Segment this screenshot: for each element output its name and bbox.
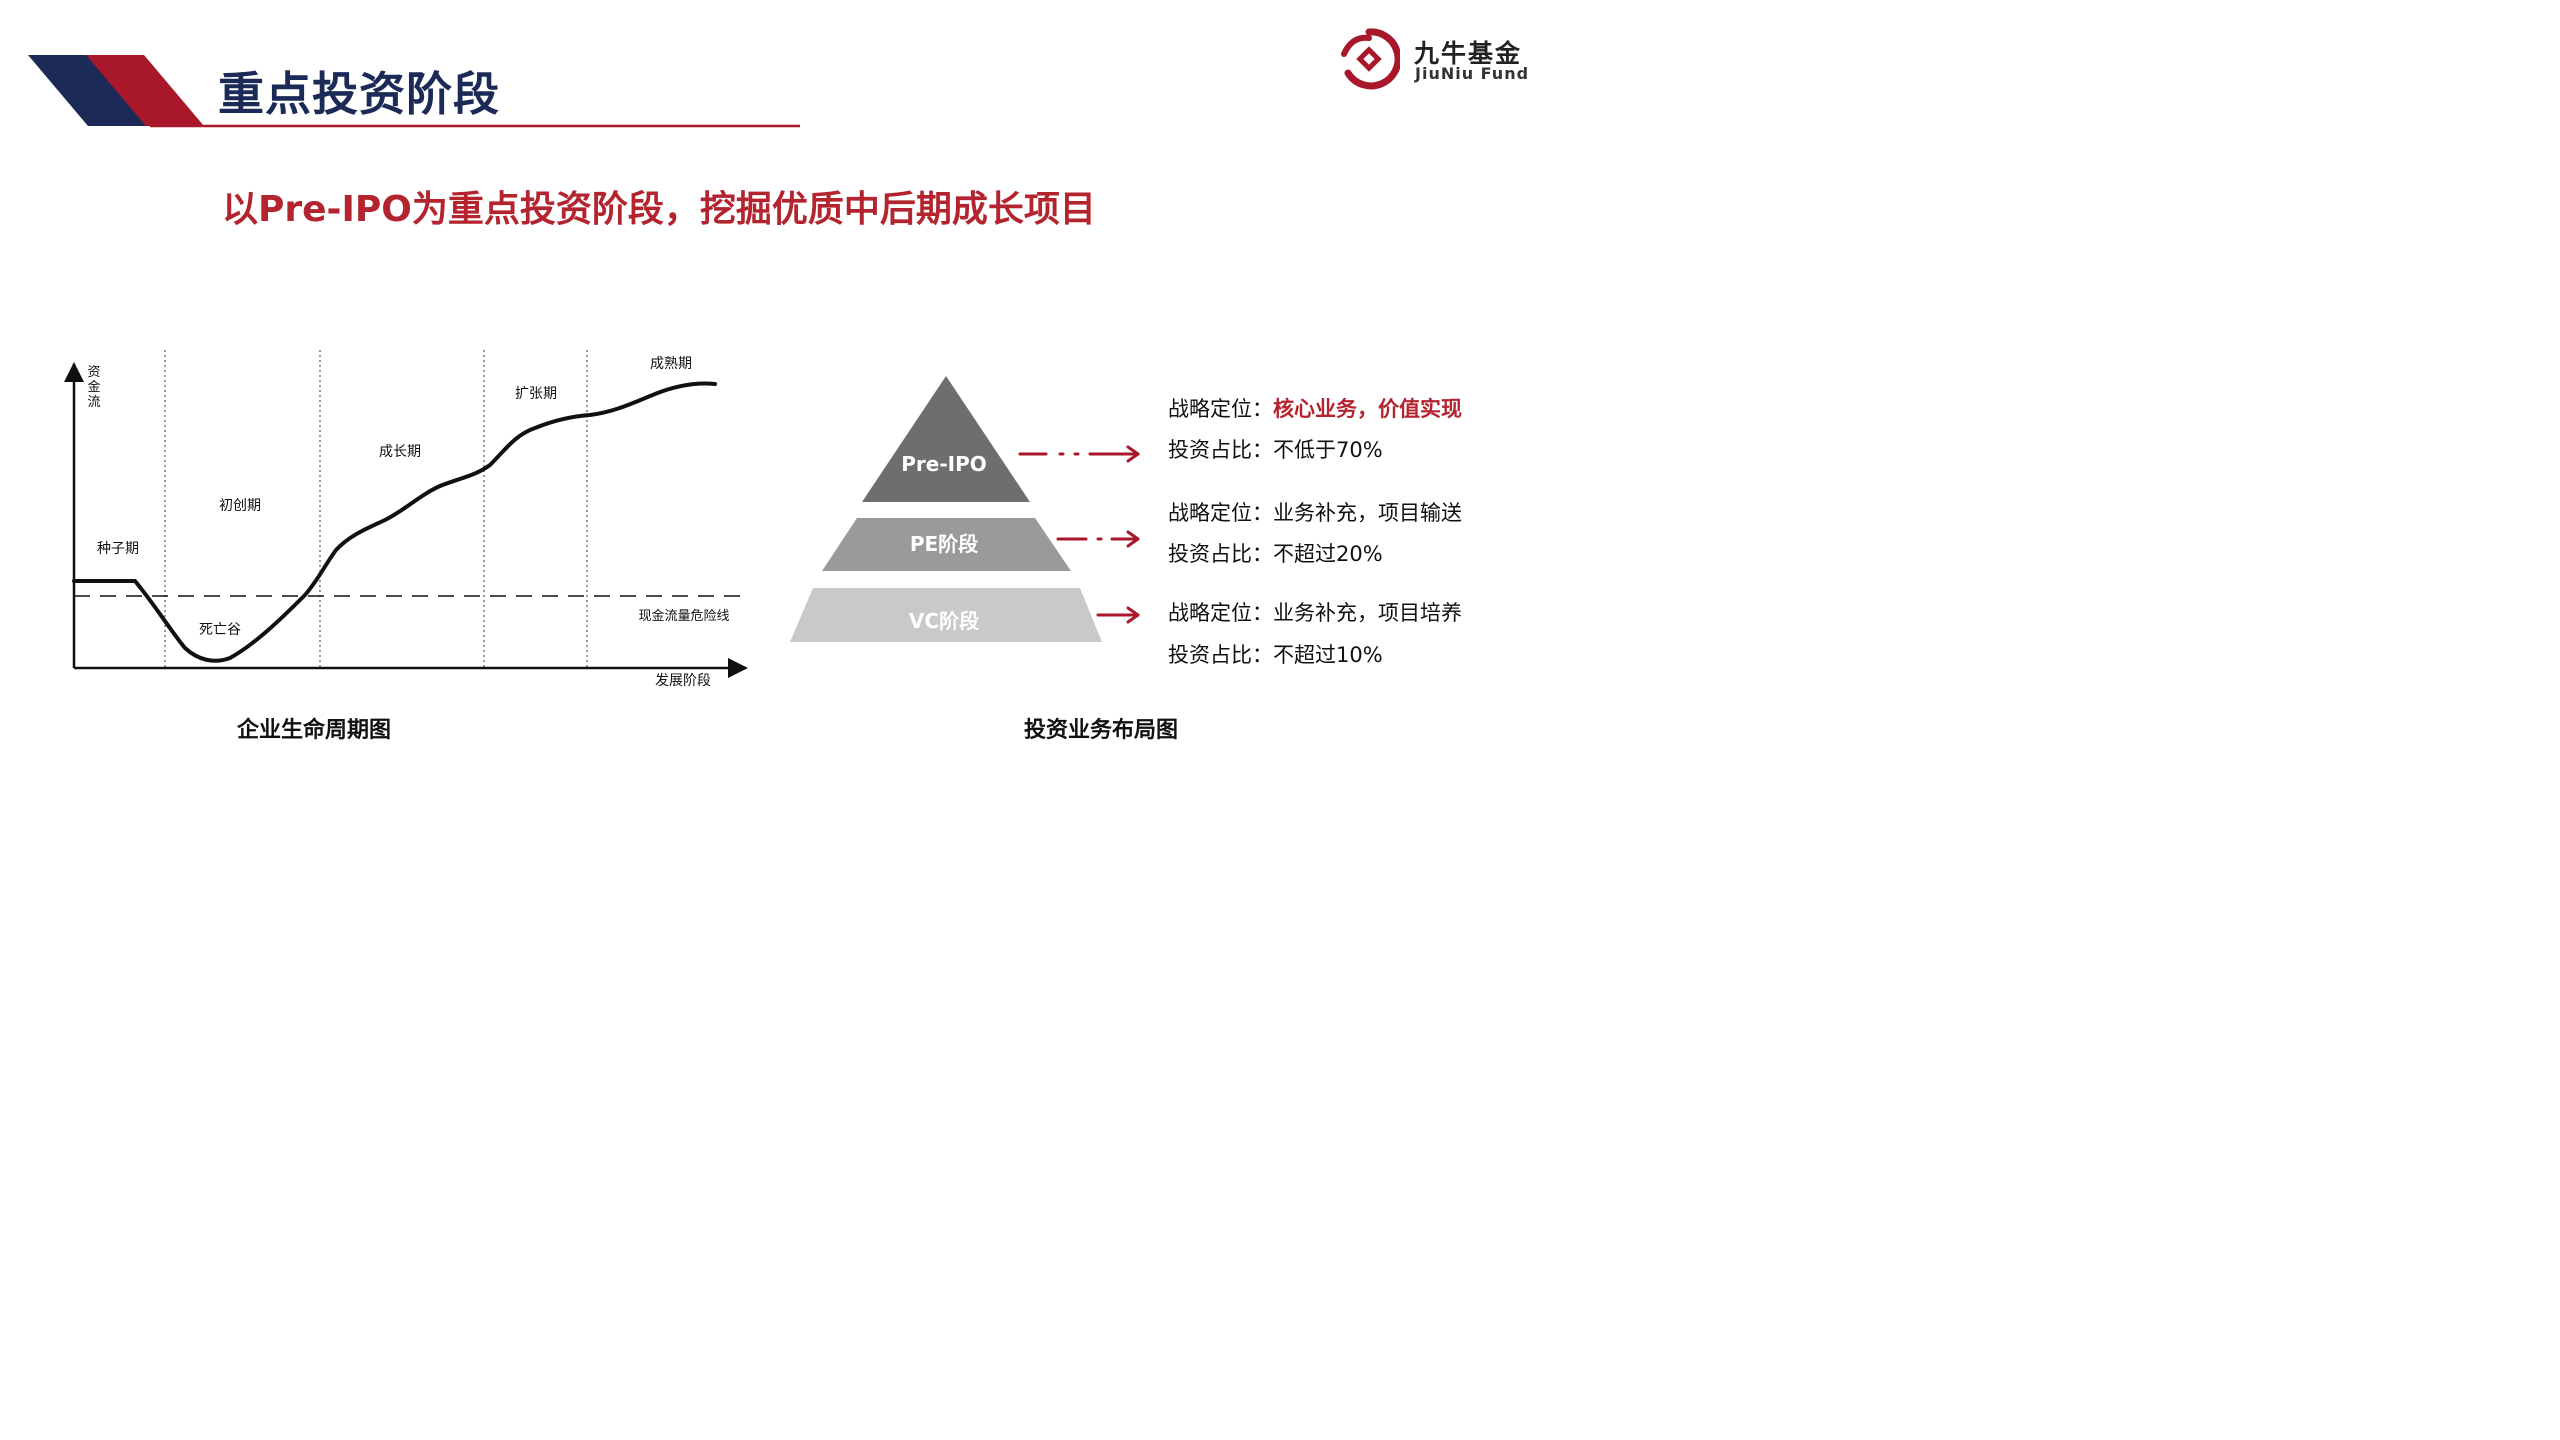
position-value: 核心业务，价值实现 bbox=[1273, 397, 1462, 421]
layout-caption: 投资业务布局图 bbox=[1023, 718, 1179, 743]
arrow-right-icon bbox=[1096, 606, 1140, 624]
tier-position-vc: 战略定位：业务补充，项目培养 bbox=[1168, 597, 1462, 627]
stage-label-expansion: 扩张期 bbox=[515, 386, 557, 402]
ratio-value: 不低于70% bbox=[1273, 438, 1383, 462]
stage-label-maturity: 成熟期 bbox=[650, 356, 692, 372]
tier-ratio-pre-ipo: 投资占比：不低于70% bbox=[1168, 434, 1383, 464]
tier-ratio-vc: 投资占比：不超过10% bbox=[1168, 639, 1383, 669]
header-red-stripe bbox=[86, 55, 204, 126]
lifecycle-curve bbox=[72, 381, 717, 663]
position-value: 业务补充，项目培养 bbox=[1273, 601, 1462, 625]
stage-label-seed: 种子期 bbox=[97, 541, 139, 557]
position-label: 战略定位： bbox=[1168, 397, 1273, 421]
ratio-label: 投资占比： bbox=[1168, 438, 1273, 462]
stage-label-growth: 成长期 bbox=[379, 444, 421, 460]
stage-label-startup: 初创期 bbox=[219, 497, 261, 514]
tier-position-pre-ipo: 战略定位：核心业务，价值实现 bbox=[1168, 393, 1462, 423]
lifecycle-chart: 资 金 流 发展阶段 种子期 初创期 成长期 扩张期 成熟期 死亡谷 现金流量危… bbox=[64, 350, 748, 689]
tier-label-pre-ipo: Pre-IPO bbox=[901, 452, 987, 476]
tier-position-pe: 战略定位：业务补充，项目输送 bbox=[1168, 497, 1462, 527]
logo-name-en: JiuNiu Fund bbox=[1415, 64, 1530, 83]
tier-pe bbox=[822, 518, 1071, 571]
y-axis-label-char: 金 bbox=[87, 379, 100, 395]
valley-label: 死亡谷 bbox=[199, 622, 241, 638]
y-axis-label-char: 资 bbox=[87, 365, 100, 380]
y-axis-label-char: 流 bbox=[87, 395, 100, 410]
tier-ratio-pe: 投资占比：不超过20% bbox=[1168, 538, 1383, 568]
subtitle: 以Pre-IPO为重点投资阶段，挖掘优质中后期成长项目 bbox=[222, 189, 1096, 230]
header-navy-stripe bbox=[28, 55, 152, 126]
arrow-right-icon bbox=[1056, 530, 1140, 548]
page-title: 重点投资阶段 bbox=[218, 67, 500, 121]
position-value: 业务补充，项目输送 bbox=[1273, 501, 1462, 525]
position-label: 战略定位： bbox=[1168, 601, 1273, 625]
position-label: 战略定位： bbox=[1168, 501, 1273, 525]
x-axis-label: 发展阶段 bbox=[655, 673, 711, 689]
tier-vc bbox=[790, 588, 1102, 642]
y-axis-label: 资 金 流 bbox=[87, 365, 100, 410]
arrow-right-icon bbox=[1018, 445, 1140, 463]
jiuniu-logo-icon bbox=[1341, 28, 1400, 90]
lifecycle-caption: 企业生命周期图 bbox=[236, 718, 392, 743]
ratio-value: 不超过10% bbox=[1273, 643, 1383, 667]
header-decoration bbox=[28, 55, 800, 128]
tier-label-pe: PE阶段 bbox=[910, 532, 978, 556]
ratio-label: 投资占比： bbox=[1168, 643, 1273, 667]
ratio-value: 不超过20% bbox=[1273, 542, 1383, 566]
tier-pre-ipo bbox=[862, 376, 1030, 502]
tier-label-vc: VC阶段 bbox=[909, 609, 979, 633]
danger-line-label: 现金流量危险线 bbox=[638, 608, 729, 624]
logo-name-cn: 九牛基金 bbox=[1414, 39, 1523, 68]
diagram-canvas: 资 金 流 发展阶段 种子期 初创期 成长期 扩张期 成熟期 死亡谷 现金流量危… bbox=[64, 350, 1140, 689]
ratio-label: 投资占比： bbox=[1168, 542, 1273, 566]
pyramid: Pre-IPO PE阶段 VC阶段 bbox=[790, 376, 1102, 642]
